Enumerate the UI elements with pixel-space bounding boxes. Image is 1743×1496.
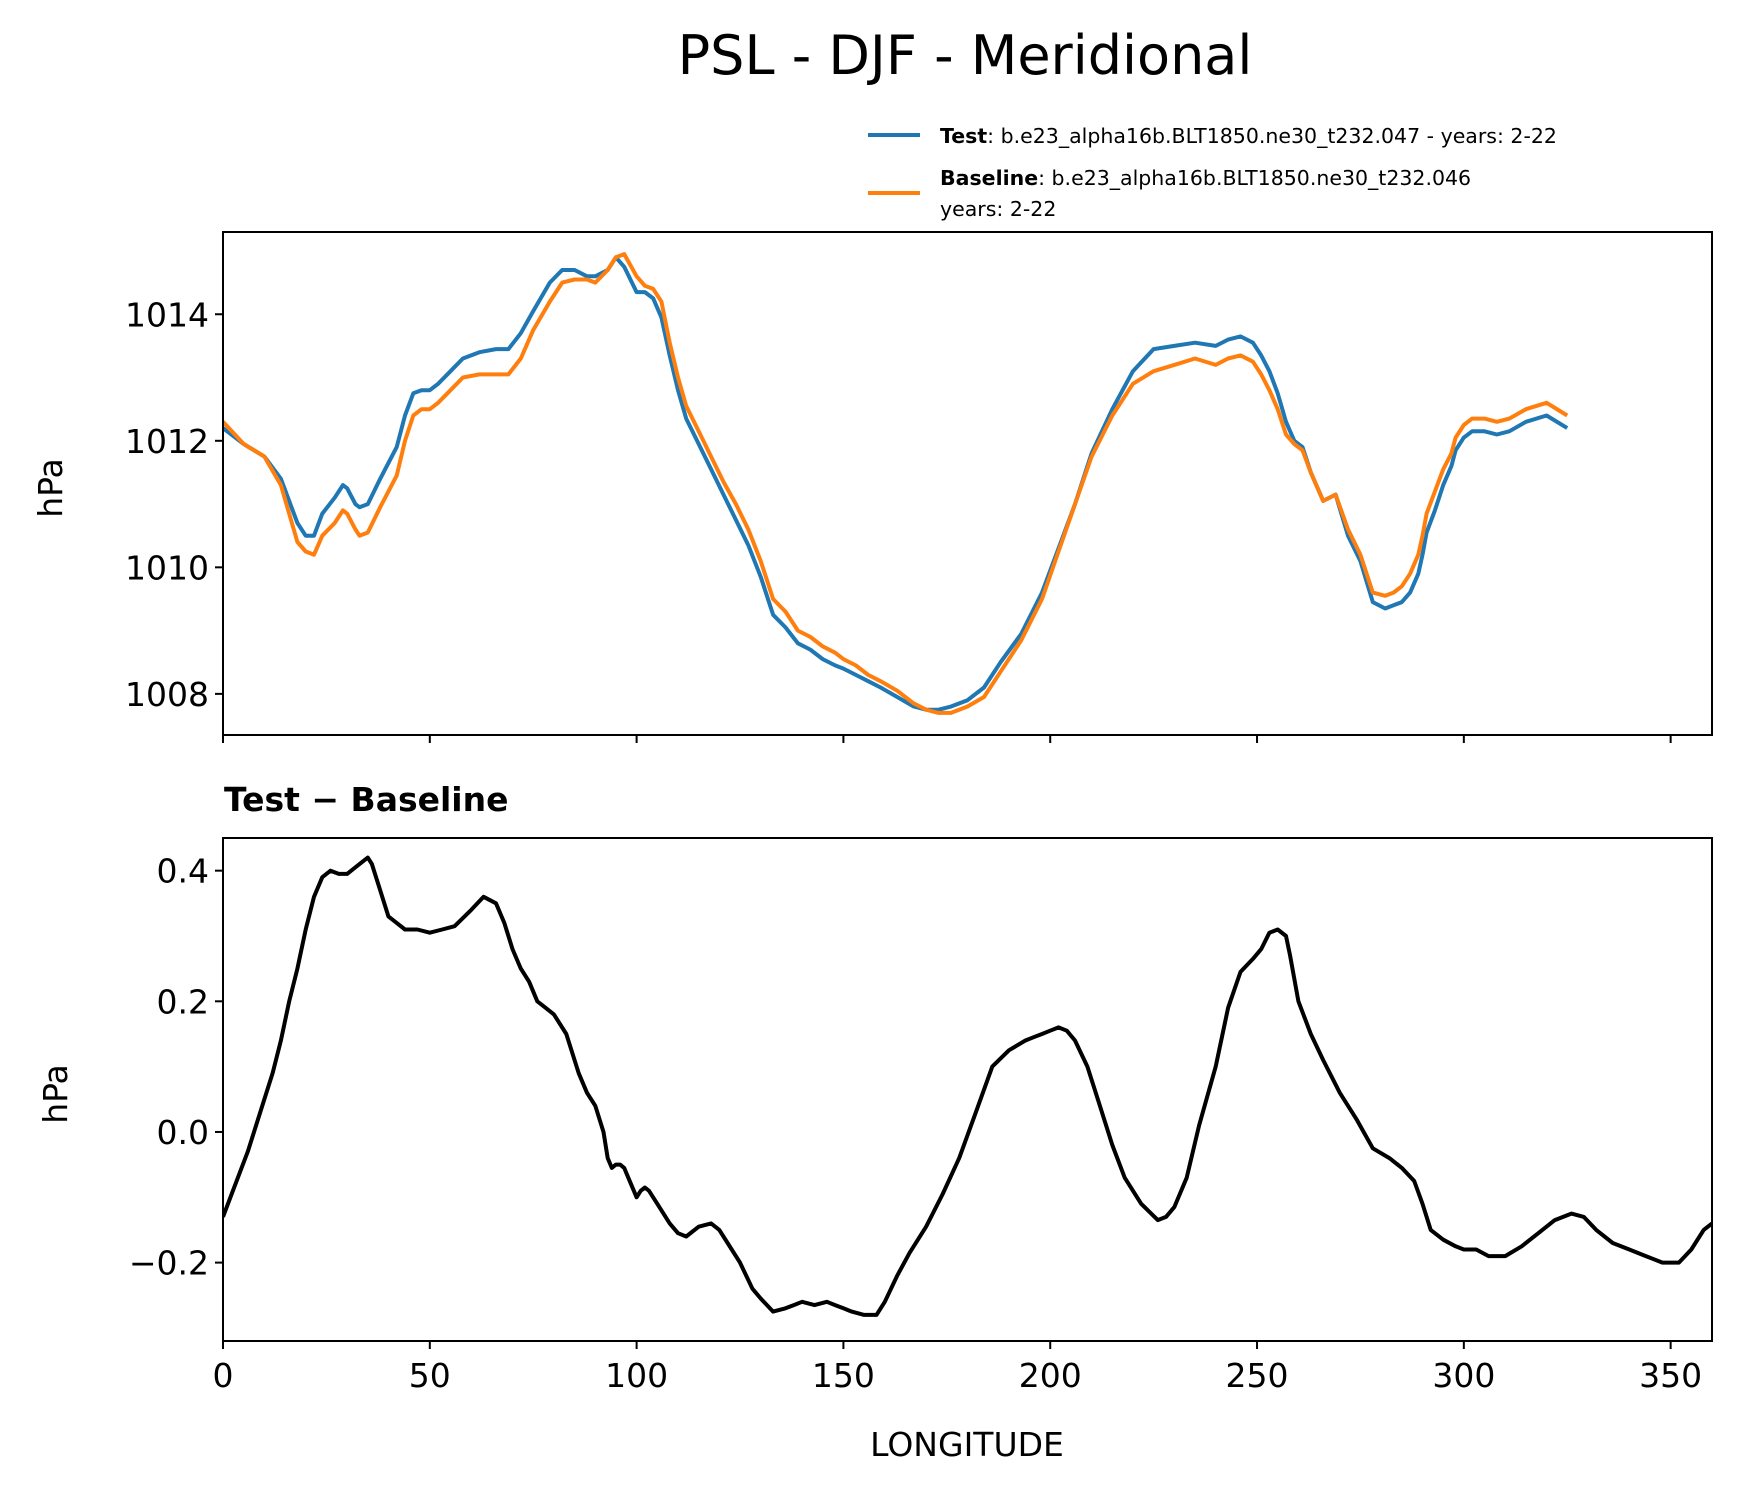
top-x-ticks <box>222 735 1672 743</box>
bottom-y-tick-label: 0.4 <box>157 852 209 891</box>
bottom-x-ticks: 0 50 100 150 200 250 300 350 <box>213 1341 1702 1395</box>
top-panel: 1008 1010 1012 1014 hPa <box>31 231 1713 743</box>
bottom-x-tick-label: 300 <box>1432 1356 1495 1395</box>
top-y-tick-label: 1014 <box>125 295 209 334</box>
top-y-tick-label: 1010 <box>125 548 209 587</box>
bottom-x-tick-label: 250 <box>1226 1356 1289 1395</box>
top-axes-frame <box>222 231 1713 736</box>
legend-test-label: Test: b.e23_alpha16b.BLT1850.ne30_t232.0… <box>940 124 1557 149</box>
legend-test-bold: Test <box>940 124 987 148</box>
legend-baseline-bold: Baseline <box>940 166 1038 190</box>
top-plot-area <box>223 252 1569 715</box>
bottom-x-tick-label: 0 <box>213 1356 234 1395</box>
series-line-baseline <box>223 252 1569 715</box>
series-line-test <box>223 255 1569 712</box>
legend-baseline-label-line2: years: 2-22 <box>940 197 1056 221</box>
top-y-tick-label: 1008 <box>125 675 209 714</box>
chart-title: PSL - DJF - Meridional <box>678 24 1253 87</box>
top-y-tick-label: 1012 <box>125 422 209 461</box>
top-y-axis-label: hPa <box>31 458 70 518</box>
bottom-y-ticks: −0.2 0.0 0.2 0.4 <box>129 852 223 1283</box>
bottom-panel-subtitle: Test − Baseline <box>224 780 509 819</box>
legend-baseline-label: Baseline: b.e23_alpha16b.BLT1850.ne30_t2… <box>940 166 1471 191</box>
bottom-panel: Test − Baseline −0.2 0.0 0.2 0.4 0 50 100 150 2… <box>36 780 1713 1464</box>
top-y-ticks: 1008 1010 1012 1014 <box>125 295 223 714</box>
bottom-y-tick-label: −0.2 <box>129 1244 209 1283</box>
bottom-y-axis-label: hPa <box>36 1064 75 1124</box>
bottom-y-tick-label: 0.2 <box>157 982 209 1021</box>
x-axis-label: LONGITUDE <box>870 1425 1064 1464</box>
bottom-x-tick-label: 200 <box>1019 1356 1082 1395</box>
bottom-axes-frame <box>222 837 1713 1342</box>
series-line-difference <box>223 855 1712 1317</box>
legend: Test: b.e23_alpha16b.BLT1850.ne30_t232.0… <box>868 124 1557 221</box>
legend-test-text: : b.e23_alpha16b.BLT1850.ne30_t232.047 -… <box>987 124 1557 149</box>
bottom-x-tick-label: 50 <box>409 1356 451 1395</box>
bottom-x-tick-label: 100 <box>605 1356 668 1395</box>
legend-baseline-text: : b.e23_alpha16b.BLT1850.ne30_t232.046 <box>1038 166 1471 191</box>
bottom-plot-area <box>223 855 1712 1317</box>
bottom-y-tick-label: 0.0 <box>157 1113 209 1152</box>
bottom-x-tick-label: 350 <box>1639 1356 1702 1395</box>
bottom-x-tick-label: 150 <box>812 1356 875 1395</box>
